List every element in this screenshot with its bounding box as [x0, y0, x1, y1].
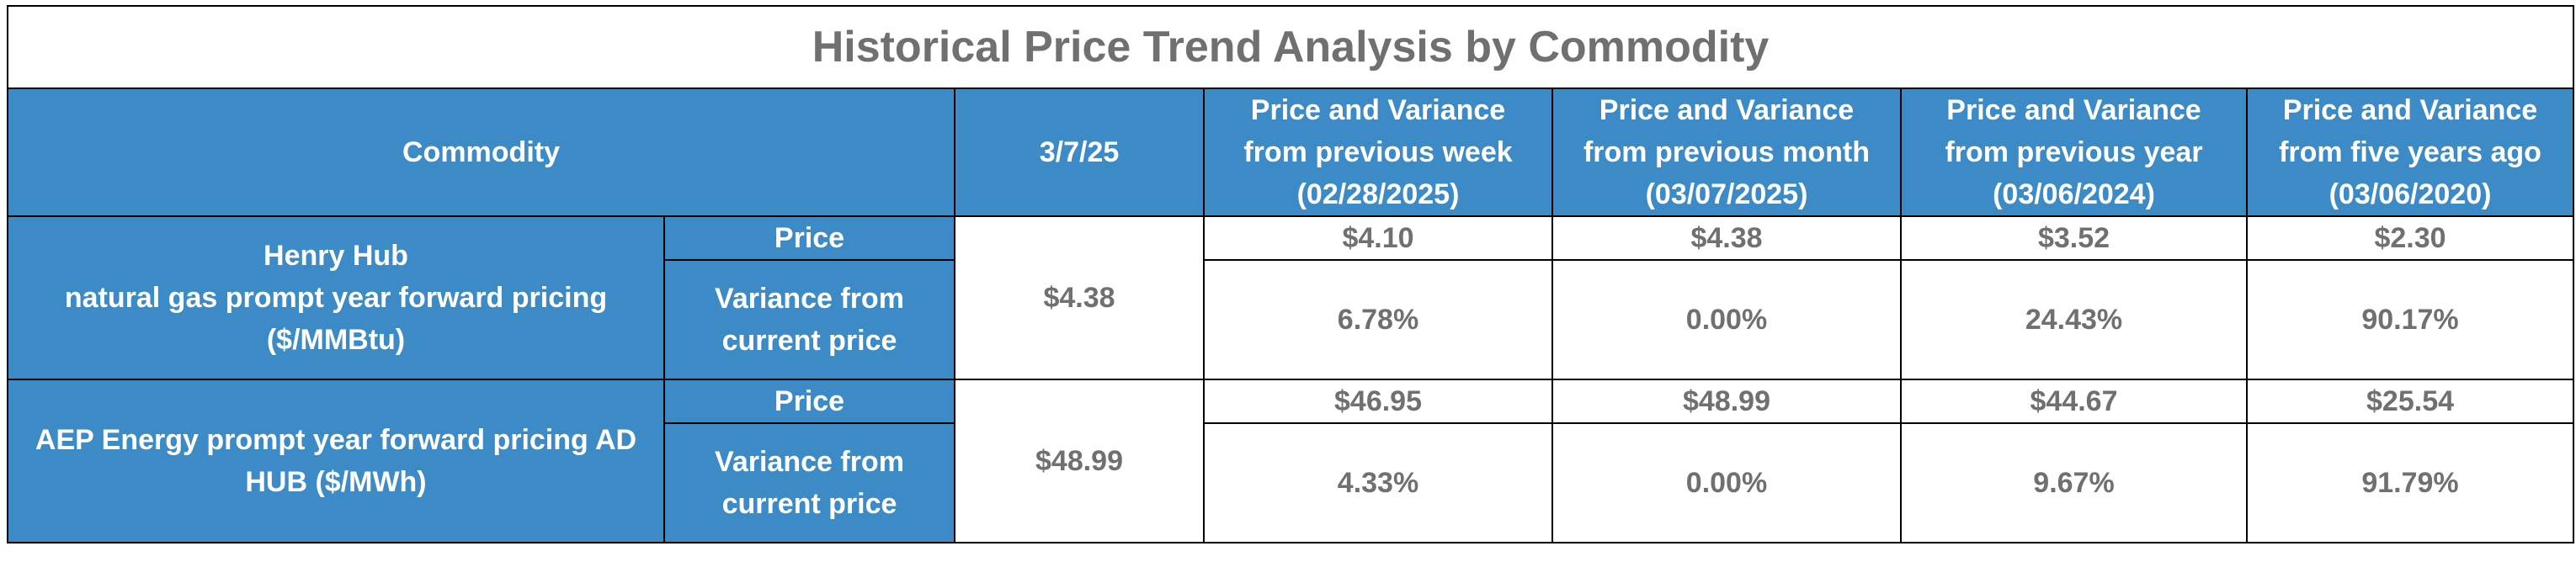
price-cell: $48.99: [1551, 379, 1902, 424]
header-previous-week: Price and Variance from previous week (0…: [1203, 87, 1553, 217]
variance-cell: 4.33%: [1203, 422, 1553, 543]
table-row: Henry Hub natural gas prompt year forwar…: [7, 215, 2575, 380]
table-row: AEP Energy prompt year forward pricing A…: [7, 379, 2575, 543]
current-price-cell: $4.38: [954, 215, 1205, 380]
table-title: Historical Price Trend Analysis by Commo…: [6, 5, 2575, 89]
price-trend-table: Historical Price Trend Analysis by Commo…: [6, 5, 2575, 543]
row-label-price: Price: [663, 379, 955, 424]
header-previous-month: Price and Variance from previous month (…: [1551, 87, 1902, 217]
current-price-cell: $48.99: [954, 379, 1205, 543]
price-trend-table-container: Historical Price Trend Analysis by Commo…: [6, 5, 2575, 543]
table-row: Variance from current price 6.78% 0.00% …: [8, 259, 2575, 380]
header-line: from five years ago: [2279, 136, 2541, 168]
price-cell: $46.95: [1203, 379, 1553, 424]
header-line: Price and Variance: [1250, 94, 1506, 126]
table-row: Variance from current price 4.33% 0.00% …: [8, 422, 2575, 543]
header-line: (03/06/2020): [2329, 178, 2492, 210]
variance-cell: 91.79%: [2245, 422, 2575, 543]
variance-cell: 9.67%: [1900, 422, 2248, 543]
header-line: Price and Variance: [1599, 94, 1855, 126]
variance-label-line: current price: [721, 488, 897, 520]
header-line: from previous week: [1243, 136, 1513, 168]
row-label-variance: Variance from current price: [663, 259, 955, 380]
price-cell: $2.30: [2245, 215, 2575, 261]
header-previous-year: Price and Variance from previous year (0…: [1900, 87, 2248, 217]
header-line: (03/07/2025): [1645, 178, 1808, 210]
commodity-name-aep-energy: AEP Energy prompt year forward pricing A…: [7, 379, 665, 543]
header-line: Price and Variance: [2282, 94, 2538, 126]
variance-cell: 0.00%: [1551, 422, 1902, 543]
header-current-date: 3/7/25: [954, 87, 1205, 217]
commodity-name-line: AEP Energy prompt year forward pricing A…: [35, 424, 637, 456]
header-five-years-ago: Price and Variance from five years ago (…: [2245, 87, 2575, 217]
variance-label-line: Variance from: [715, 446, 904, 478]
variance-label-line: Variance from: [715, 283, 904, 315]
commodity-name-line: HUB ($/MWh): [245, 466, 427, 498]
variance-label-line: current price: [721, 325, 897, 357]
commodity-name-line: ($/MMBtu): [266, 324, 406, 356]
variance-cell: 0.00%: [1551, 259, 1902, 380]
row-label-price: Price: [663, 215, 955, 261]
commodity-name-line: Henry Hub: [263, 240, 408, 272]
header-line: Price and Variance: [1946, 94, 2201, 126]
variance-cell: 24.43%: [1900, 259, 2248, 380]
variance-cell: 90.17%: [2245, 259, 2575, 380]
commodity-name-henry-hub: Henry Hub natural gas prompt year forwar…: [7, 215, 665, 380]
price-cell: $4.38: [1551, 215, 1902, 261]
price-cell: $25.54: [2245, 379, 2575, 424]
header-line: (02/28/2025): [1296, 178, 1460, 210]
header-line: (03/06/2024): [1993, 178, 2155, 210]
price-cell: $44.67: [1900, 379, 2248, 424]
variance-cell: 6.78%: [1203, 259, 1553, 380]
header-line: from previous year: [1945, 136, 2203, 168]
header-line: from previous month: [1583, 136, 1871, 168]
commodity-name-line: natural gas prompt year forward pricing: [64, 282, 608, 314]
row-label-variance: Variance from current price: [663, 422, 955, 543]
header-commodity: Commodity: [7, 87, 955, 217]
price-cell: $3.52: [1900, 215, 2248, 261]
price-cell: $4.10: [1203, 215, 1553, 261]
